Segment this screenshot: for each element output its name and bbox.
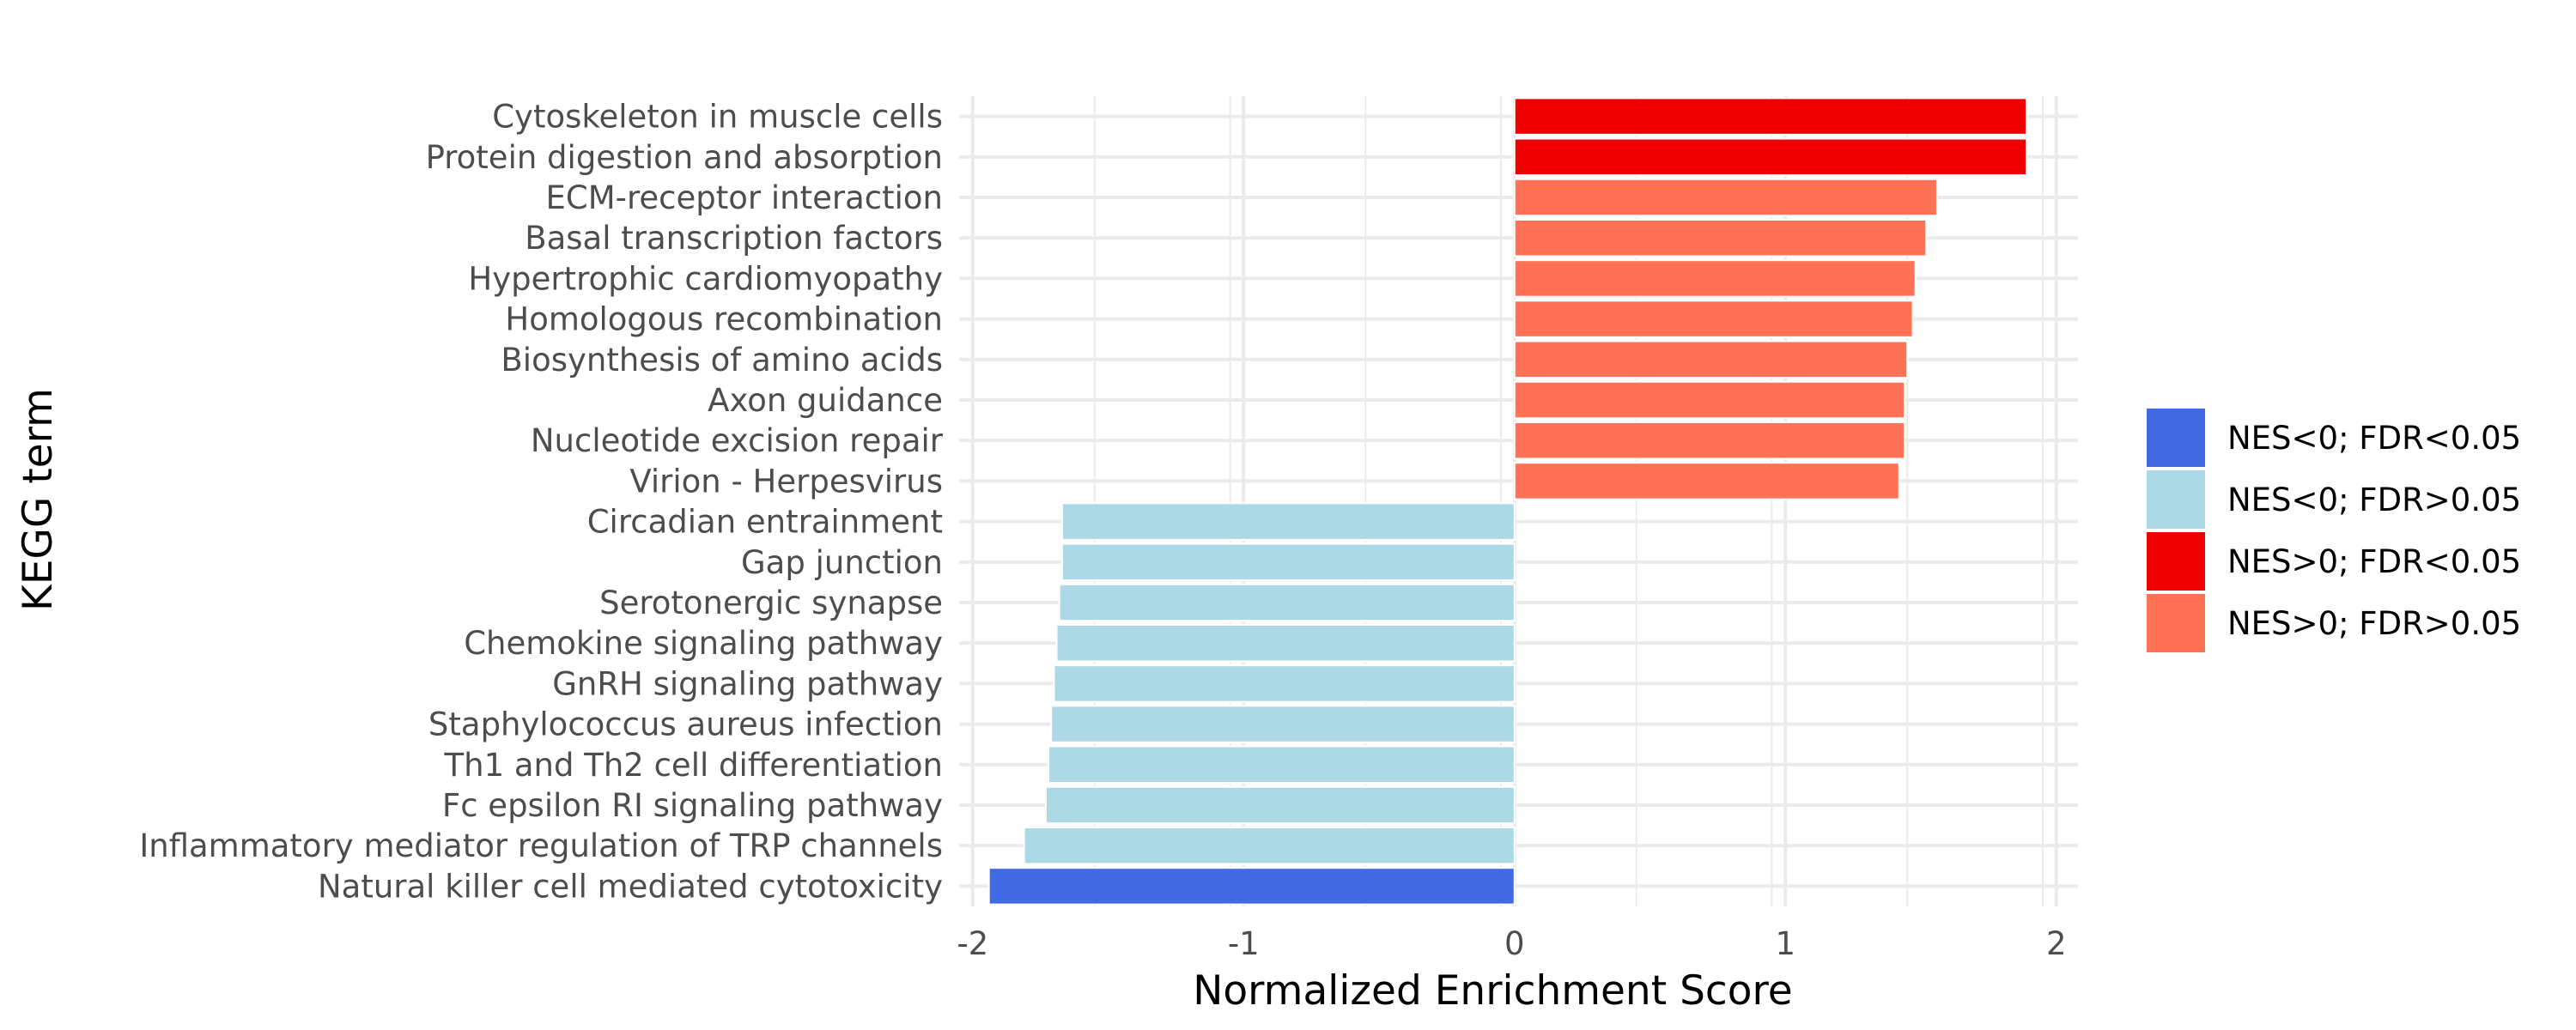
- legend-label: NES<0; FDR<0.05: [2227, 420, 2521, 457]
- category-label: Virion - Herpesvirus: [629, 463, 943, 500]
- legend-label: NES<0; FDR>0.05: [2227, 482, 2521, 518]
- grid: [959, 96, 2078, 906]
- x-tick-label: 2: [2046, 925, 2067, 962]
- category-label: Hypertrophic cardiomyopathy: [468, 260, 943, 297]
- category-label: ECM-receptor interaction: [546, 179, 943, 216]
- category-label: Axon guidance: [708, 382, 943, 419]
- legend-key: [2147, 470, 2205, 529]
- bar: [1050, 705, 1516, 743]
- bars: [987, 97, 2028, 906]
- category-label: Serotonergic synapse: [599, 585, 943, 621]
- bar: [1513, 380, 1906, 420]
- bar: [1513, 218, 1928, 258]
- legend-label: NES>0; FDR<0.05: [2227, 543, 2521, 580]
- category-label: Protein digestion and absorption: [426, 139, 943, 176]
- category-label: Cytoskeleton in muscle cells: [492, 99, 943, 136]
- category-label: Gap junction: [741, 544, 943, 581]
- category-label: Staphylococcus aureus infection: [428, 706, 943, 743]
- bar: [1513, 259, 1917, 298]
- x-tick-labels: -2 -1 0 1 2: [957, 925, 2066, 962]
- bar: [1048, 745, 1516, 785]
- category-label: Natural killer cell mediated cytotoxicit…: [318, 868, 943, 905]
- legend-key: [2147, 409, 2205, 467]
- x-axis-title: Normalized Enrichment Score: [1193, 967, 1792, 1015]
- bar: [1513, 300, 1914, 338]
- bar: [1513, 97, 2028, 136]
- bar: [1044, 785, 1516, 825]
- category-label: Inflammatory mediator regulation of TRP …: [139, 827, 943, 864]
- bar: [1513, 137, 2028, 177]
- category-label: Biosynthesis of amino acids: [501, 342, 943, 379]
- bar: [1060, 502, 1516, 541]
- bar: [1513, 462, 1900, 500]
- x-tick-label: -1: [1228, 925, 1260, 962]
- legend-label: NES>0; FDR>0.05: [2227, 605, 2521, 642]
- category-label: Nucleotide excision repair: [531, 422, 944, 459]
- x-tick-label: -2: [957, 925, 988, 962]
- bar: [1055, 623, 1516, 663]
- category-label: Homologous recombination: [505, 301, 943, 338]
- category-label: Chemokine signaling pathway: [464, 625, 943, 662]
- y-axis-title: KEGG term: [15, 388, 62, 611]
- bar: [1058, 583, 1516, 622]
- category-label: Th1 and Th2 cell differentiation: [444, 747, 943, 784]
- bar: [987, 867, 1516, 906]
- category-label: GnRH signaling pathway: [552, 665, 943, 702]
- bar: [1513, 178, 1938, 217]
- legend-key: [2147, 532, 2205, 591]
- category-label: Fc epsilon RI signaling pathway: [442, 787, 943, 824]
- x-tick-label: 0: [1504, 925, 1525, 962]
- legend-key: [2147, 594, 2205, 652]
- x-tick-label: 1: [1775, 925, 1795, 962]
- bar: [1060, 542, 1516, 582]
- category-label: Circadian entrainment: [587, 504, 943, 541]
- bar: [1513, 421, 1906, 460]
- bar: [1513, 340, 1909, 379]
- bar: [1023, 826, 1516, 865]
- legend: NES<0; FDR<0.05 NES<0; FDR>0.05 NES>0; FDR…: [2147, 409, 2521, 652]
- category-label: Basal transcription factors: [525, 220, 943, 257]
- bar: [1053, 664, 1516, 703]
